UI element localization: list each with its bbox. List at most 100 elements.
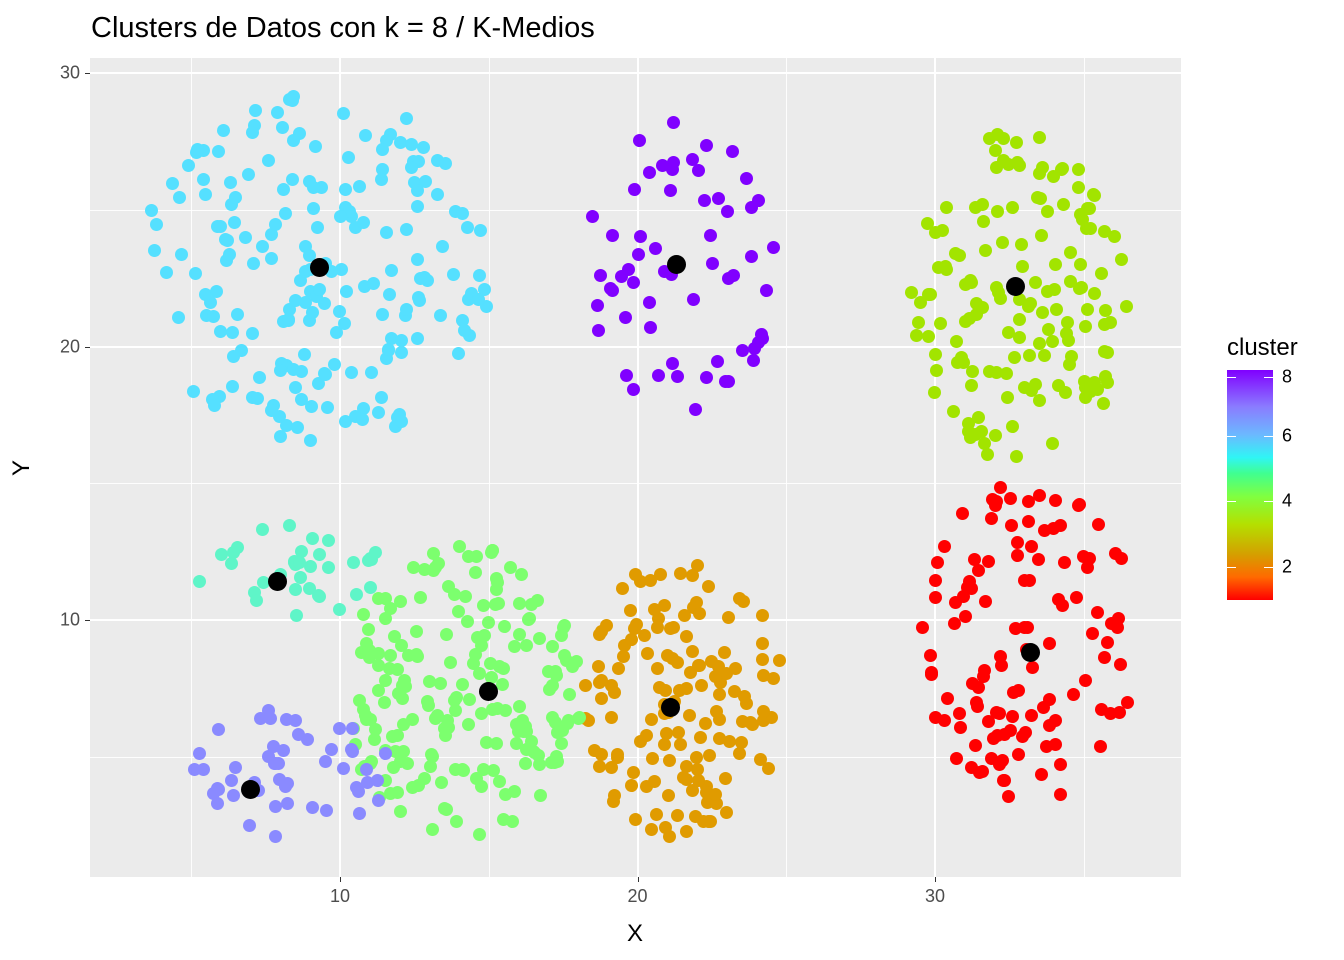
- data-point: [1114, 658, 1128, 672]
- data-point: [645, 752, 659, 766]
- data-point: [434, 677, 448, 691]
- data-point: [382, 288, 396, 302]
- data-point: [499, 787, 513, 801]
- data-point: [627, 382, 641, 396]
- data-point: [360, 762, 374, 776]
- data-point: [395, 639, 409, 653]
- legend-tick-label: 8: [1282, 366, 1293, 387]
- data-point: [679, 825, 693, 839]
- data-point: [648, 242, 662, 256]
- data-point: [160, 265, 174, 279]
- data-point: [670, 370, 684, 384]
- data-point: [225, 380, 239, 394]
- data-point: [241, 168, 255, 182]
- data-point: [477, 628, 491, 642]
- data-point: [345, 366, 359, 380]
- data-point: [1012, 312, 1026, 326]
- data-point: [334, 210, 348, 223]
- data-point: [306, 531, 320, 545]
- data-point: [761, 762, 775, 776]
- data-point: [472, 292, 486, 306]
- data-point: [1024, 709, 1038, 723]
- data-point: [702, 748, 716, 762]
- data-point: [924, 649, 938, 663]
- legend-tick: [1227, 435, 1236, 437]
- data-point: [147, 243, 161, 257]
- data-point: [1018, 573, 1032, 587]
- data-point: [446, 267, 460, 281]
- data-point: [477, 763, 491, 777]
- data-point: [638, 628, 652, 642]
- data-point: [417, 140, 431, 154]
- data-point: [356, 413, 370, 427]
- data-point: [977, 664, 991, 678]
- data-point: [457, 323, 471, 337]
- data-point: [1063, 245, 1077, 259]
- data-point: [197, 173, 211, 187]
- data-point: [282, 312, 296, 326]
- data-point: [686, 645, 700, 659]
- data-point: [641, 647, 655, 661]
- data-point: [679, 630, 693, 644]
- data-point: [979, 595, 992, 609]
- data-point: [1006, 709, 1020, 723]
- data-point: [509, 736, 523, 750]
- data-point: [624, 632, 638, 646]
- data-point: [496, 677, 510, 691]
- cluster-center-3: [1005, 276, 1025, 296]
- data-point: [746, 354, 760, 368]
- data-point: [1001, 390, 1015, 404]
- data-point: [585, 210, 599, 224]
- data-point: [939, 200, 953, 214]
- data-point: [468, 565, 482, 579]
- data-point: [958, 315, 972, 329]
- data-point: [1120, 696, 1134, 710]
- data-point: [374, 390, 388, 404]
- data-point: [489, 598, 503, 612]
- data-point: [492, 659, 506, 673]
- data-point: [222, 248, 236, 262]
- data-point: [989, 143, 1003, 157]
- data-point: [967, 552, 981, 566]
- data-point: [606, 228, 620, 242]
- data-point: [474, 638, 488, 652]
- data-point: [366, 276, 380, 290]
- data-point: [378, 696, 392, 710]
- data-point: [455, 313, 469, 327]
- data-point: [515, 567, 529, 581]
- data-point: [1012, 158, 1026, 172]
- data-point: [1093, 739, 1107, 753]
- data-point: [267, 740, 281, 754]
- data-point: [705, 256, 719, 270]
- data-point: [198, 187, 212, 201]
- data-point: [399, 223, 413, 237]
- data-point: [431, 708, 445, 722]
- y-tick: [85, 620, 90, 621]
- data-point: [453, 539, 467, 553]
- data-point: [719, 666, 733, 680]
- data-point: [1057, 556, 1071, 570]
- data-point: [172, 191, 186, 205]
- data-point: [766, 240, 780, 254]
- data-point: [1109, 547, 1123, 561]
- data-point: [407, 561, 421, 575]
- data-point: [319, 755, 333, 769]
- data-point: [363, 643, 377, 657]
- data-point: [474, 223, 488, 237]
- data-point: [605, 284, 619, 298]
- data-point: [978, 436, 992, 450]
- data-point: [206, 309, 220, 323]
- data-point: [628, 182, 642, 196]
- data-point: [660, 726, 674, 740]
- data-point: [394, 333, 408, 347]
- data-point: [437, 802, 451, 816]
- data-point: [624, 779, 638, 793]
- data-point: [301, 732, 315, 746]
- data-point: [929, 348, 943, 362]
- data-point: [339, 285, 353, 299]
- data-point: [997, 774, 1011, 788]
- legend-tick-label: 2: [1282, 556, 1293, 577]
- data-point: [673, 737, 687, 751]
- data-point: [1100, 346, 1114, 360]
- data-point: [1054, 519, 1068, 533]
